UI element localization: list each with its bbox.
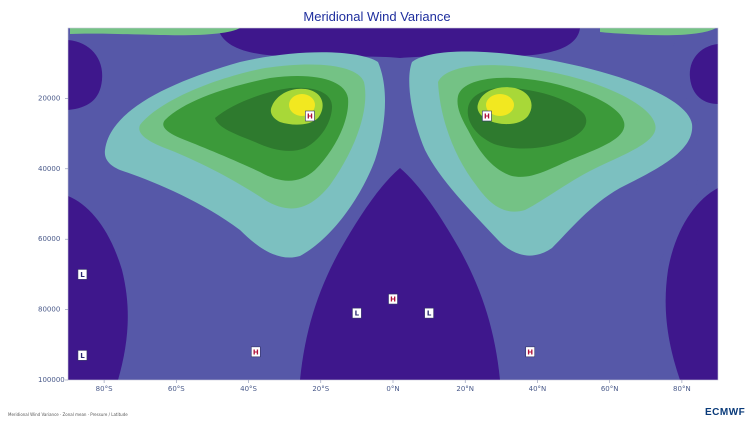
marker-box — [77, 269, 88, 280]
x-tick-label: 60°S — [168, 385, 185, 393]
high-marker: H — [305, 110, 315, 122]
contour-level-8-north — [486, 94, 514, 116]
axis-ticks-group: 80°S 60°S 40°S 20°S 0°N 20°N 40°N 60°N 80°N 20000… — [38, 94, 691, 393]
low-marker: L — [77, 350, 88, 361]
contour-level-1-top-center — [218, 28, 580, 58]
x-tick-label: 80°S — [96, 385, 113, 393]
high-marker: H — [250, 346, 261, 358]
x-tick-label: 20°S — [312, 385, 329, 393]
y-tick-label: 60000 — [38, 235, 60, 243]
y-tick-label: 80000 — [38, 306, 60, 314]
high-marker: H — [388, 293, 398, 305]
contour-level-1-right-pocket — [689, 44, 718, 104]
low-marker: L — [424, 307, 434, 319]
chart-title: Meridional Wind Variance — [303, 9, 451, 24]
contour-level-4-top-left — [70, 28, 240, 36]
contour-level-4-top-right — [600, 28, 716, 36]
footer-note: Meridional Wind Variance · Zonal mean · … — [8, 412, 128, 417]
low-marker: L — [77, 269, 88, 280]
marker-box — [305, 110, 315, 122]
marker-label: H — [307, 113, 313, 121]
high-marker: H — [525, 346, 536, 358]
marker-label: H — [253, 348, 259, 356]
marker-label: H — [527, 348, 533, 356]
marker-label: L — [80, 352, 85, 360]
marker-label: L — [355, 310, 360, 318]
contour-level-1-lower-center — [300, 168, 500, 380]
x-tick-label: 80°N — [673, 385, 691, 393]
marker-box — [77, 350, 88, 361]
marker-label: L — [427, 310, 432, 318]
contour-fill-group — [68, 28, 718, 380]
x-tick-label: 20°N — [456, 385, 474, 393]
marker-box — [525, 346, 536, 358]
x-tick-label: 60°N — [601, 385, 619, 393]
marker-box — [424, 307, 434, 319]
y-tick-label: 40000 — [38, 165, 60, 173]
contour-level-8-south — [289, 94, 315, 116]
y-tick-label: 20000 — [38, 94, 60, 102]
x-tick-label: 40°S — [240, 385, 257, 393]
marker-label: L — [80, 271, 85, 279]
marker-box — [250, 346, 261, 358]
contour-level-1-lower-right — [665, 188, 718, 380]
extrema-markers-group: H H L L H L H L H — [77, 110, 536, 361]
y-tick-label: 100000 — [38, 376, 65, 384]
ecmwf-logo: ECMWF — [705, 407, 746, 418]
low-marker: L — [352, 307, 362, 319]
marker-box — [388, 293, 398, 305]
marker-box — [482, 110, 492, 122]
marker-box — [352, 307, 362, 319]
contour-level-1-lower-left — [68, 196, 128, 380]
marker-label: H — [390, 296, 396, 304]
x-tick-label: 40°N — [529, 385, 547, 393]
high-marker: H — [482, 110, 492, 122]
marker-label: H — [484, 113, 490, 121]
contour-level-1-left-pocket — [68, 40, 103, 110]
x-tick-label: 0°N — [386, 385, 399, 393]
